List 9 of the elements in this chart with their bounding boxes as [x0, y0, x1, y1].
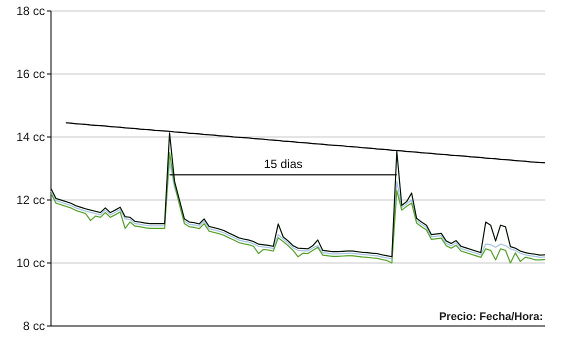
- line-series: [50, 132, 546, 258]
- y-tick-label: 12 cc: [16, 193, 45, 208]
- y-tick-label: 14 cc: [16, 130, 45, 144]
- annotation: Precio: Fecha/Hora:: [439, 311, 543, 323]
- y-tick-label: 16 cc: [16, 67, 45, 82]
- y-tick-label: 10 cc: [16, 256, 45, 270]
- y-tick-label: 8 cc: [22, 319, 45, 334]
- annotation: 15 dias: [264, 156, 303, 171]
- y-tick-label: 18 cc: [16, 4, 45, 18]
